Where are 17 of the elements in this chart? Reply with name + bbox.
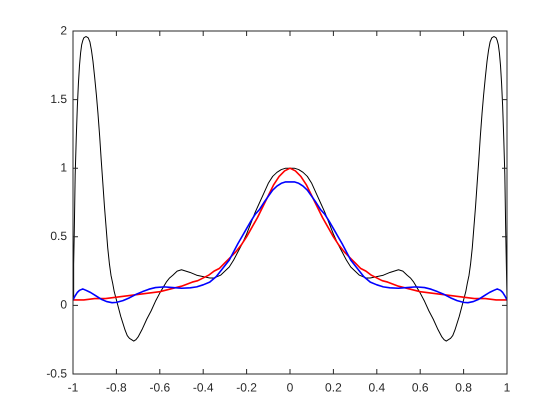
x-tick-label: 0.2 [325, 380, 342, 395]
x-tick-label: 0.4 [368, 380, 386, 395]
y-tick-label: -0.5 [46, 366, 68, 380]
x-tick-label: 0.8 [455, 380, 472, 395]
y-tick-label: 0.5 [50, 229, 68, 244]
x-tick-label: 1 [504, 380, 511, 395]
y-tick-label: 2 [60, 23, 68, 38]
y-tick-label: 0 [60, 298, 68, 312]
x-tick-label: -0.4 [192, 380, 214, 395]
x-tick-label: 0.6 [412, 380, 429, 395]
x-tick-label: 0 [286, 380, 294, 395]
x-tick-label: -0.6 [149, 380, 170, 395]
x-tick-label: -0.2 [236, 380, 258, 395]
x-tick-label: -0.8 [106, 380, 128, 395]
x-tick-label: -1 [68, 380, 79, 395]
y-tick-label: 1 [60, 160, 68, 175]
y-tick-label: 1.5 [50, 92, 68, 106]
